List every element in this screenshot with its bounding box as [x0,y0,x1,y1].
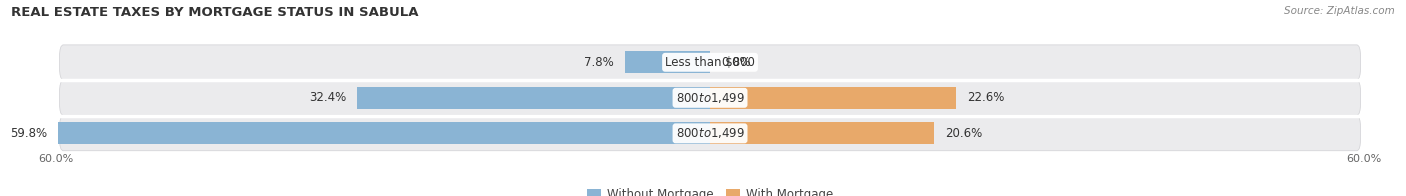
Bar [710,87,956,109]
Text: 22.6%: 22.6% [967,91,1004,104]
Text: 0.0%: 0.0% [721,56,751,69]
Text: $800 to $1,499: $800 to $1,499 [675,126,745,140]
FancyBboxPatch shape [59,80,1361,115]
Text: 32.4%: 32.4% [309,91,346,104]
Legend: Without Mortgage, With Mortgage: Without Mortgage, With Mortgage [582,184,838,196]
Text: Less than $800: Less than $800 [665,56,755,69]
Bar [59,122,710,144]
Text: 59.8%: 59.8% [10,127,48,140]
Text: 7.8%: 7.8% [585,56,614,69]
Text: REAL ESTATE TAXES BY MORTGAGE STATUS IN SABULA: REAL ESTATE TAXES BY MORTGAGE STATUS IN … [11,6,419,19]
Bar [357,87,710,109]
Text: 20.6%: 20.6% [945,127,983,140]
FancyBboxPatch shape [59,116,1361,151]
Bar [710,122,935,144]
Text: Source: ZipAtlas.com: Source: ZipAtlas.com [1284,6,1395,16]
Text: $800 to $1,499: $800 to $1,499 [675,91,745,105]
FancyBboxPatch shape [59,45,1361,80]
Bar [626,51,710,73]
